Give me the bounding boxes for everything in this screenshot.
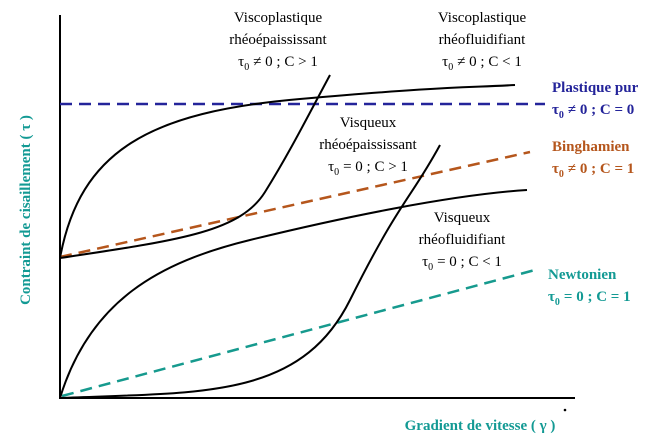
label-line: rhéofluidifiant xyxy=(439,32,526,48)
label-line: τ0 ≠ 0 ; C = 0 xyxy=(552,102,634,121)
dot xyxy=(563,408,567,412)
label-line: Viscoplastique xyxy=(438,10,527,26)
subscript: 0 xyxy=(559,110,564,121)
subscript: 0 xyxy=(559,169,564,180)
condition: = 0 ; C = 1 xyxy=(564,289,631,305)
subscript: 0 xyxy=(428,262,433,273)
curve xyxy=(59,189,528,399)
label-line: Viscoplastique xyxy=(234,10,323,26)
label-line: rhéoépaississant xyxy=(319,137,417,153)
label-line: Newtonien xyxy=(548,267,617,283)
label-line: Plastique pur xyxy=(552,80,639,96)
symbol: τ xyxy=(238,54,244,70)
label-line: Visqueux xyxy=(434,210,491,226)
axes xyxy=(59,15,575,399)
label-line: rhéoépaississant xyxy=(229,32,327,48)
curve xyxy=(59,84,516,259)
label-line: τ0 ≠ 0 ; C = 1 xyxy=(552,161,634,180)
subscript: 0 xyxy=(334,167,339,178)
symbol: τ xyxy=(442,54,448,70)
label-line: Binghamien xyxy=(552,139,630,155)
subscript: 0 xyxy=(448,62,453,73)
curve xyxy=(59,144,441,399)
newtonien-line xyxy=(61,268,536,398)
label-line: τ0 ≠ 0 ; C < 1 xyxy=(442,54,522,73)
label-line: τ0 = 0 ; C < 1 xyxy=(422,254,502,273)
x-axis-label: Gradient de vitesse ( γ ) xyxy=(405,418,556,434)
condition: ≠ 0 ; C = 0 xyxy=(568,102,634,118)
label-line: rhéofluidifiant xyxy=(419,232,506,248)
binghamien-line xyxy=(59,150,531,259)
condition: = 0 ; C > 1 xyxy=(343,159,408,175)
dashed-lines xyxy=(59,102,545,398)
subscript: 0 xyxy=(244,62,249,73)
symbol: τ xyxy=(548,289,555,305)
curves xyxy=(59,74,528,399)
label-line: Visqueux xyxy=(340,115,397,131)
subscript: 0 xyxy=(555,297,560,308)
symbol: τ xyxy=(328,159,334,175)
symbol: τ xyxy=(552,102,559,118)
condition: ≠ 0 ; C < 1 xyxy=(457,54,522,70)
symbol: τ xyxy=(552,161,559,177)
label-line: τ0 ≠ 0 ; C > 1 xyxy=(238,54,318,73)
symbol: τ xyxy=(422,254,428,270)
y-axis-label: Contraint de cisaillement ( τ ) xyxy=(18,115,34,305)
curve xyxy=(59,74,331,259)
condition: = 0 ; C < 1 xyxy=(437,254,502,270)
label-line: τ0 = 0 ; C = 1 xyxy=(548,289,631,308)
label-line: τ0 = 0 ; C > 1 xyxy=(328,159,408,178)
condition: ≠ 0 ; C = 1 xyxy=(568,161,634,177)
condition: ≠ 0 ; C > 1 xyxy=(253,54,318,70)
